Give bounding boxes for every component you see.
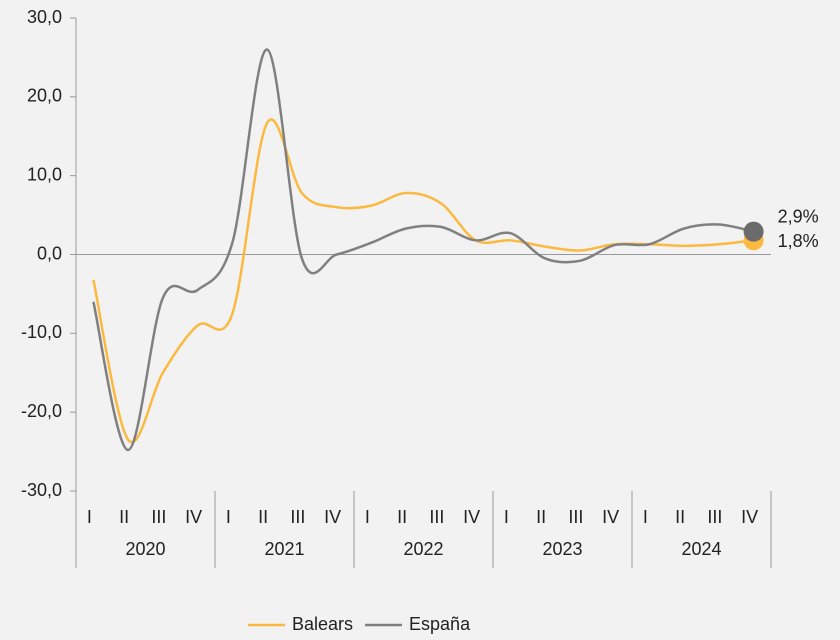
- x-tick-label: III: [568, 507, 583, 527]
- x-tick-label: I: [226, 507, 231, 527]
- end-marker: [743, 221, 764, 242]
- y-tick-label: 0,0: [37, 243, 62, 263]
- x-tick-label: I: [365, 507, 370, 527]
- x-tick-label: III: [151, 507, 166, 527]
- x-tick-label: II: [258, 507, 268, 527]
- value-label: 1,8%: [778, 231, 819, 251]
- x-tick-label: I: [504, 507, 509, 527]
- x-tick-label: I: [643, 507, 648, 527]
- x-tick-label: II: [675, 507, 685, 527]
- legend-label: España: [409, 614, 471, 634]
- y-tick-label: 20,0: [27, 86, 62, 106]
- x-tick-label: III: [707, 507, 722, 527]
- series-line: [92, 118, 754, 444]
- x-tick-label: IV: [324, 507, 341, 527]
- year-label: 2020: [125, 539, 165, 559]
- x-tick-label: II: [536, 507, 546, 527]
- x-tick-label: IV: [602, 507, 619, 527]
- x-tick-label: II: [119, 507, 129, 527]
- x-tick-label: II: [397, 507, 407, 527]
- year-label: 2024: [681, 539, 721, 559]
- x-tick-label: III: [290, 507, 305, 527]
- x-tick-label: III: [429, 507, 444, 527]
- legend-label: Balears: [292, 614, 353, 634]
- x-tick-label: I: [87, 507, 92, 527]
- year-label: 2021: [264, 539, 304, 559]
- y-tick-label: 30,0: [27, 7, 62, 27]
- x-tick-label: IV: [741, 507, 758, 527]
- y-tick-label: -30,0: [21, 480, 62, 500]
- value-label: 2,9%: [778, 206, 819, 226]
- year-label: 2023: [542, 539, 582, 559]
- x-tick-label: IV: [463, 507, 480, 527]
- y-tick-label: -20,0: [21, 401, 62, 421]
- y-tick-label: 10,0: [27, 164, 62, 184]
- x-tick-label: IV: [185, 507, 202, 527]
- series-line: [92, 48, 754, 452]
- year-label: 2022: [403, 539, 443, 559]
- y-tick-label: -10,0: [21, 322, 62, 342]
